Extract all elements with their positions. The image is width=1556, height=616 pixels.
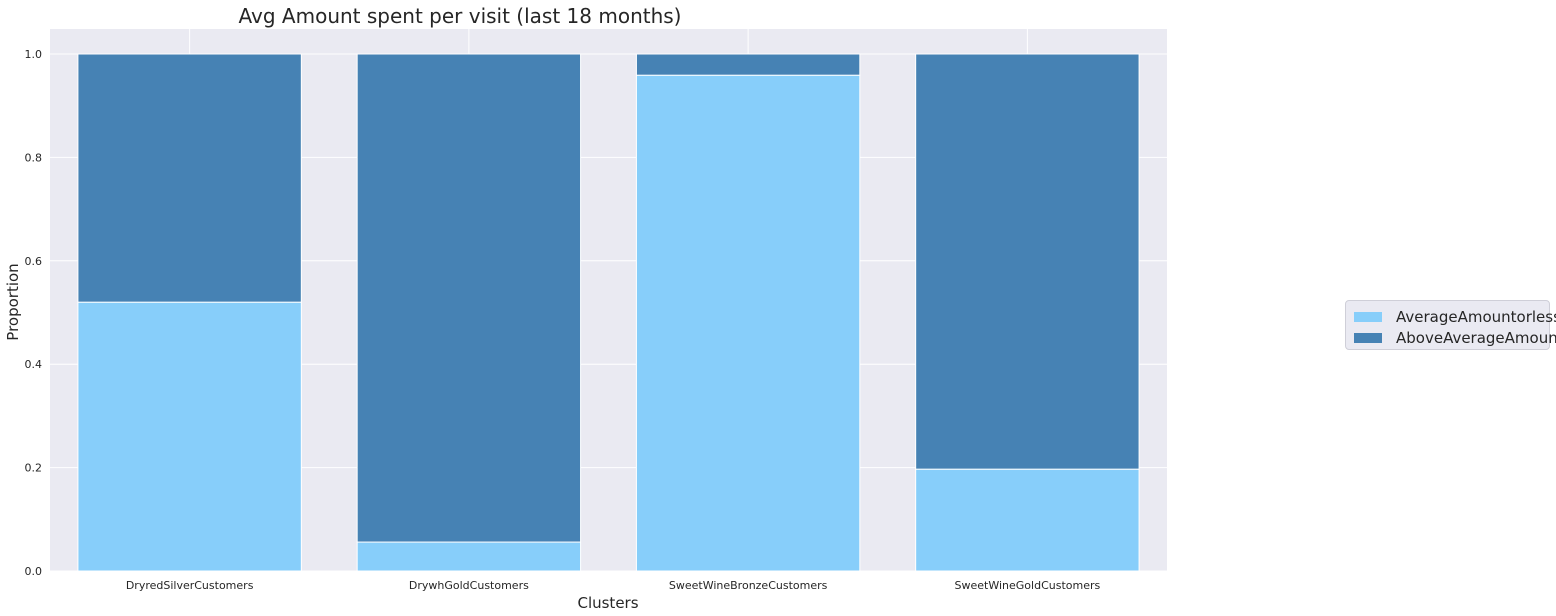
y-tick-label: 0.8 <box>25 151 43 164</box>
y-tick-label: 0.4 <box>25 358 43 371</box>
legend: AverageAmountorless AboveAverageAmount <box>1345 300 1556 350</box>
legend-swatch-above-average <box>1354 332 1382 343</box>
y-tick-label: 0.2 <box>25 462 43 475</box>
x-tick-label: SweetWineBronzeCustomers <box>669 579 828 592</box>
bar-above-average-1 <box>356 53 582 543</box>
y-tick-labels: 0.0 0.2 0.4 0.6 0.8 1.0 <box>25 48 43 578</box>
x-tick-labels: DryredSilverCustomers DrywhGoldCustomers S… <box>126 579 1101 592</box>
bar-average-or-less-3 <box>915 468 1140 572</box>
legend-item-average-or-less: AverageAmountorless <box>1354 306 1556 327</box>
y-tick-label: 0.6 <box>25 255 43 268</box>
bar-above-average-3 <box>915 53 1140 470</box>
bar-average-or-less-2 <box>635 74 861 572</box>
y-axis-label: Proportion <box>4 263 22 340</box>
legend-item-above-average: AboveAverageAmount <box>1354 327 1556 348</box>
x-tick-label: DryredSilverCustomers <box>126 579 254 592</box>
x-tick-label: SweetWineGoldCustomers <box>955 579 1101 592</box>
legend-label-above-average: AboveAverageAmount <box>1396 328 1556 347</box>
x-axis-label: Clusters <box>577 594 638 612</box>
chart-title: Avg Amount spent per visit (last 18 mont… <box>239 4 682 28</box>
legend-swatch-average-or-less <box>1354 311 1382 322</box>
bar-average-or-less-0 <box>77 301 302 572</box>
legend-label-average-or-less: AverageAmountorless <box>1396 307 1556 326</box>
bars-group <box>77 53 1140 572</box>
y-tick-label: 1.0 <box>25 48 43 61</box>
y-tick-label: 0.0 <box>25 565 43 578</box>
x-tick-label: DrywhGoldCustomers <box>409 579 529 592</box>
bar-average-or-less-1 <box>356 541 582 572</box>
bar-above-average-2 <box>635 53 861 76</box>
bar-above-average-0 <box>77 53 302 303</box>
